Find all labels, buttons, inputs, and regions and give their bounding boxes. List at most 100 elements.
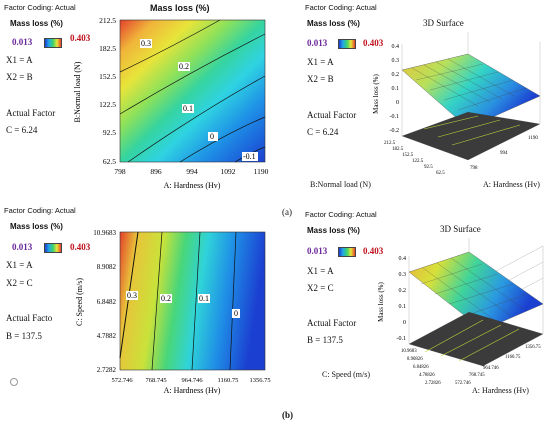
subfigure-label-a: (a) [282, 207, 292, 217]
y-tick: 4.7882 [97, 332, 117, 340]
surface-mesh [411, 58, 527, 111]
z-tick: 0.1 [399, 304, 407, 310]
x-tick: 798 [114, 167, 126, 176]
y-axis-label: C: Speed (m/s) [75, 278, 84, 326]
y-tick: 152.5 [402, 153, 414, 158]
x-tick: 1356.75 [525, 345, 541, 350]
y-tick: 2.7282 [97, 366, 117, 374]
x-tick: 572.746 [455, 381, 471, 386]
actual-factor-value: C = 6.24 [307, 127, 339, 137]
y-tick: 122.5 [412, 159, 424, 164]
x-tick: 1092 [221, 167, 236, 176]
y-tick: 62.5 [436, 171, 445, 176]
chart-title: 3D Surface [423, 18, 464, 28]
z-ticks: 0.4 0.3 0.2 0.1 0 -0.1 [397, 256, 407, 342]
colorbar [338, 39, 356, 49]
factor-x1: X1 = A [6, 260, 33, 270]
contour-label: 0.1 [183, 104, 193, 113]
x-ticks: 572.746 768.745 964.746 1160.75 1356.75 [455, 345, 541, 386]
x-tick: 768.745 [145, 377, 166, 384]
contour-label: 0.1 [199, 294, 209, 303]
legend-label: Mass loss (%) [307, 226, 360, 235]
y-tick: 182.5 [392, 147, 404, 152]
y-tick: 2.72826 [425, 381, 441, 386]
actual-factor-header: Actual Facto [6, 313, 53, 323]
y-tick: 212.5 [384, 141, 396, 146]
contour-label-bg [182, 104, 194, 113]
x-tick: 964.746 [181, 377, 203, 384]
contour-line-0.1 [191, 231, 201, 371]
contour-label: -0.1 [243, 152, 256, 161]
contour-line-0.2 [119, 33, 266, 115]
y-tick: 10.9683 [93, 229, 116, 237]
factor-coding-header: Factor Coding: Actual [305, 210, 377, 219]
contour-label-bg [126, 291, 138, 300]
y-tick: 10.9683 [401, 349, 417, 354]
surface-chart-b: 0.4 0.3 0.2 0.1 0 -0.1 10.9683 8.90826 6… [377, 238, 544, 386]
x-tick: 1190 [254, 167, 269, 176]
factor-x2: X2 = B [307, 74, 334, 84]
y-tick: 62.5 [103, 157, 116, 166]
x-tick: 994 [500, 151, 508, 156]
z-axis-label: Mass loss (%) [372, 74, 380, 114]
x-tick: 964.746 [483, 366, 499, 371]
y-ticks: 212.5 182.5 152.5 122.5 92.5 62.5 [99, 16, 116, 166]
y-axis-label: B:Normal load (N) [73, 61, 82, 122]
contour-label-bg [208, 132, 218, 141]
y-ticks: 212.5 182.5 152.5 122.5 92.5 62.5 [384, 141, 445, 176]
x-axis-label: A: Hardness (Hv) [472, 386, 529, 395]
subfigure-label-b: (b) [282, 410, 293, 420]
factor-x2: X2 = B [6, 72, 33, 82]
y-ticks: 10.9683 8.90826 6.84826 4.78826 2.72826 [401, 349, 441, 386]
chart-title: 3D Surface [440, 224, 481, 234]
z-tick: 0.3 [392, 58, 400, 64]
factor-x1: X1 = A [307, 57, 334, 67]
x-tick: 994 [186, 167, 198, 176]
colorbar [44, 243, 62, 253]
y-tick: 92.5 [424, 165, 433, 170]
z-tick: 0 [403, 320, 406, 326]
chart-title: Mass loss (%) [150, 3, 210, 13]
contour-label: 0 [234, 309, 238, 318]
factor-coding-header: Factor Coding: Actual [305, 3, 377, 12]
contour-line-0.3 [119, 19, 221, 73]
actual-factor-value: B = 137.5 [307, 335, 343, 345]
z-tick: 0.3 [399, 272, 407, 278]
z-tick: 0 [396, 100, 399, 106]
actual-factor-header: Actual Factor [307, 110, 357, 120]
contour-chart-b: 0.3 0.2 0.1 0 10.9683 8.9082 6.8482 4.78… [75, 229, 271, 395]
y-tick: 4.78826 [419, 373, 435, 378]
y-tick: 92.5 [103, 128, 116, 137]
contour-label-bg [178, 62, 190, 71]
legend-max: 0.403 [363, 246, 384, 256]
x-tick: 768.745 [469, 373, 485, 378]
colorbar [338, 247, 356, 257]
legend-label: Mass loss (%) [10, 222, 63, 231]
legend-min: 0.013 [12, 37, 33, 47]
x-tick: 798 [470, 166, 478, 171]
contour-label-bg [140, 39, 152, 48]
floor-contour-lines [424, 319, 520, 362]
legend-label: Mass loss (%) [10, 19, 63, 28]
factor-coding-header: Factor Coding: Actual [4, 3, 76, 12]
legend-min: 0.013 [307, 246, 328, 256]
contour-labels: 0.3 0.2 0.1 0 -0.1 [140, 39, 258, 161]
contour-line-0.1 [127, 75, 266, 163]
actual-factor-value: C = 6.24 [6, 125, 38, 135]
floor-contour [402, 112, 540, 160]
z-tick: 0.4 [399, 256, 407, 262]
contour-label: 0.3 [141, 39, 151, 48]
factor-x1: X1 = A [307, 266, 334, 276]
y-tick: 152.5 [99, 72, 116, 81]
x-axis-label: A: Hardness (Hv) [483, 180, 540, 189]
x-tick: 896 [150, 167, 162, 176]
contour-label: 0.2 [161, 294, 171, 303]
y-tick: 212.5 [99, 16, 116, 25]
y-tick: 8.90826 [407, 357, 423, 362]
z-tick: -0.1 [397, 336, 407, 342]
legend-label: Mass loss (%) [307, 19, 360, 28]
x-tick: 1160.75 [505, 355, 521, 360]
contour-label-bg [198, 294, 210, 303]
x-tick: 572.746 [111, 377, 133, 384]
z-tick: 0.4 [392, 44, 400, 50]
